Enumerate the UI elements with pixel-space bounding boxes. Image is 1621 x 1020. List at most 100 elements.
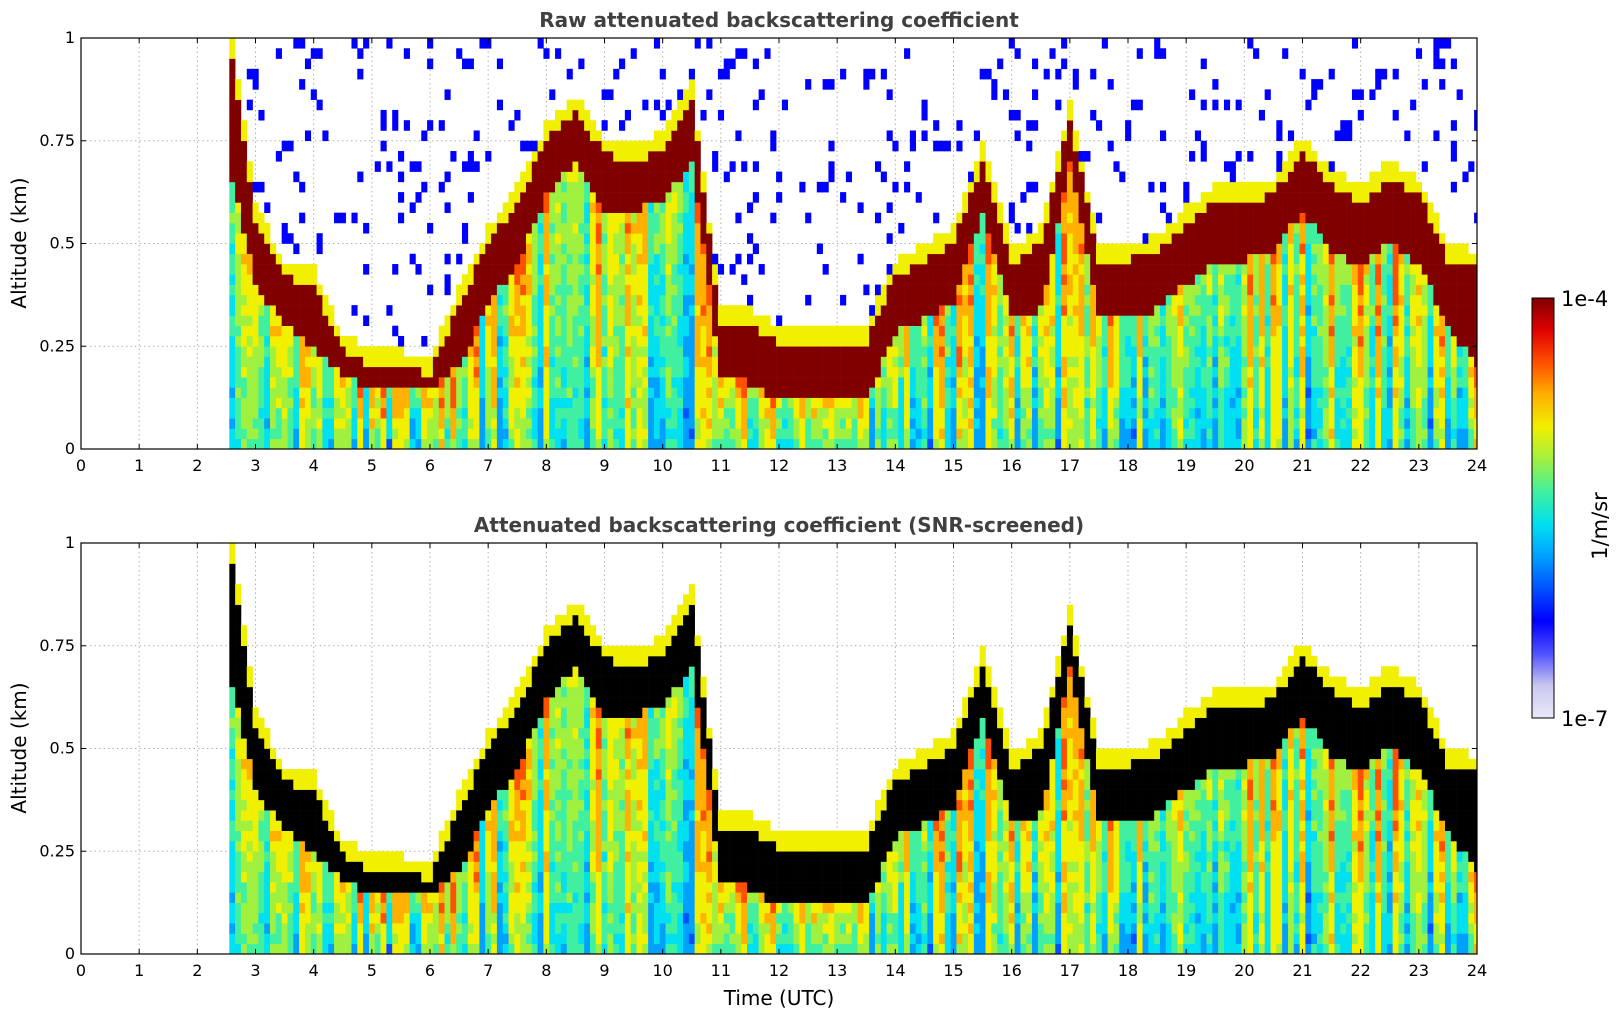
heatmap-cell: [1049, 48, 1056, 59]
heatmap-cell: [874, 428, 882, 440]
heatmap-cell: [601, 387, 608, 398]
heatmap-cell: [334, 366, 341, 378]
heatmap-cell: [968, 264, 975, 275]
heatmap-cell: [229, 305, 236, 316]
heatmap-cell: [1212, 284, 1219, 296]
heatmap-cell: [1148, 366, 1155, 378]
heatmap-cell: [1363, 243, 1370, 255]
heatmap-cell: [944, 438, 951, 450]
heatmap-cell: [1090, 253, 1097, 265]
heatmap-cell: [729, 58, 736, 70]
heatmap-cell: [991, 222, 998, 234]
heatmap-cell: [1287, 130, 1295, 142]
heatmap-cell: [1264, 274, 1271, 285]
heatmap-cell: [805, 407, 812, 419]
heatmap-cell: [1328, 418, 1335, 429]
heatmap-cell: [398, 418, 405, 429]
heatmap-cell: [1398, 284, 1405, 296]
heatmap-cell: [1101, 284, 1108, 296]
heatmap-cell: [874, 325, 882, 337]
heatmap-cell: [1398, 294, 1405, 306]
heatmap-cell: [1136, 335, 1143, 347]
heatmap-cell: [828, 418, 835, 429]
heatmap-cell: [601, 305, 608, 316]
heatmap-cell: [1020, 305, 1027, 316]
heatmap-cell: [1276, 181, 1283, 193]
heatmap-cell: [840, 397, 847, 409]
heatmap-cell: [729, 335, 736, 347]
heatmap-cell: [624, 222, 631, 234]
heatmap-cell: [752, 428, 759, 440]
heatmap-cell: [281, 366, 288, 378]
heatmap-cell: [595, 325, 602, 337]
heatmap-cell: [1194, 377, 1202, 388]
heatmap-cell: [287, 140, 294, 152]
heatmap-cell: [415, 264, 422, 275]
heatmap-cell: [345, 438, 352, 450]
heatmap-cell: [514, 284, 521, 296]
heatmap-cell: [1235, 212, 1242, 224]
heatmap-cell: [1090, 346, 1097, 357]
heatmap-cell: [1392, 294, 1399, 306]
heatmap-cell: [1049, 397, 1056, 409]
heatmap-cell: [572, 212, 579, 224]
heatmap-cell: [1392, 418, 1399, 429]
heatmap-cell: [392, 120, 399, 131]
heatmap-cell: [834, 325, 841, 337]
heatmap-cell: [328, 377, 335, 388]
heatmap-cell: [275, 284, 282, 296]
heatmap-cell: [624, 171, 631, 183]
heatmap-cell: [1340, 407, 1347, 419]
heatmap-cell: [415, 366, 422, 378]
heatmap-cell: [1293, 438, 1300, 450]
heatmap-cell: [514, 181, 521, 193]
heatmap-cell: [1439, 79, 1446, 90]
heatmap-cell: [909, 438, 916, 450]
heatmap-cell: [1200, 335, 1207, 347]
heatmap-cell: [921, 99, 928, 111]
heatmap-cell: [613, 140, 620, 152]
heatmap-cell: [1276, 161, 1283, 172]
heatmap-cell: [1311, 171, 1318, 183]
heatmap-cell: [997, 335, 1004, 347]
heatmap-cell: [979, 407, 986, 419]
heatmap-cell: [339, 366, 346, 378]
heatmap-cell: [630, 418, 637, 429]
heatmap-cell: [747, 325, 754, 337]
heatmap-cell: [229, 438, 236, 450]
heatmap-cell: [834, 428, 841, 440]
heatmap-cell: [275, 377, 282, 388]
heatmap-cell: [1206, 325, 1213, 337]
heatmap-cell: [840, 68, 847, 80]
heatmap-cell: [880, 387, 887, 398]
heatmap-cell: [421, 407, 428, 419]
heatmap-cell: [869, 438, 876, 450]
heatmap-cell: [432, 346, 440, 357]
heatmap-cell: [1282, 171, 1289, 183]
heatmap-cell: [1299, 192, 1306, 203]
heatmap-cell: [700, 233, 707, 244]
heatmap-cell: [1218, 325, 1225, 337]
heatmap-cell: [735, 428, 742, 440]
heatmap-cell: [950, 233, 957, 244]
heatmap-cell: [706, 428, 713, 440]
heatmap-cell: [1381, 161, 1388, 172]
heatmap-cell: [1375, 356, 1382, 368]
heatmap-cell: [304, 356, 312, 368]
heatmap-cell: [270, 284, 277, 296]
heatmap-cell: [1253, 212, 1260, 224]
heatmap-cell: [752, 377, 759, 388]
heatmap-cell: [1305, 274, 1312, 285]
heatmap-cell: [398, 397, 405, 409]
heatmap-cell: [531, 222, 538, 234]
heatmap-cell: [694, 192, 701, 203]
heatmap-cell: [787, 438, 794, 450]
heatmap-cell: [1084, 202, 1091, 213]
heatmap-cell: [235, 120, 242, 131]
heatmap-cell: [252, 346, 259, 357]
heatmap-cell: [1136, 407, 1143, 419]
heatmap-cell: [619, 305, 626, 316]
heatmap-cell: [485, 233, 492, 244]
heatmap-cell: [1159, 428, 1167, 440]
heatmap-cell: [1142, 366, 1149, 378]
